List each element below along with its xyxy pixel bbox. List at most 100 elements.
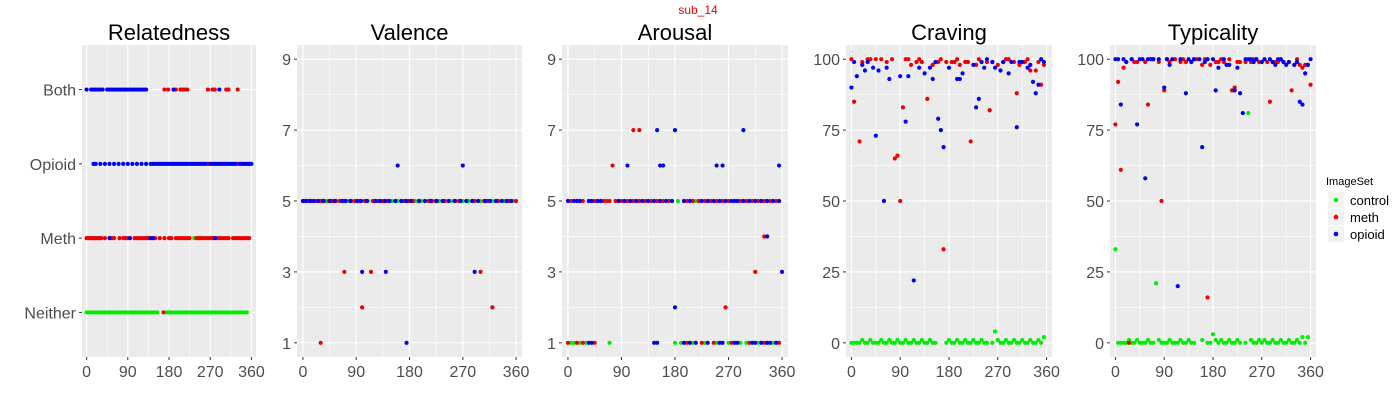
point-opioid (446, 198, 451, 204)
point-meth (580, 340, 585, 345)
point-meth (744, 198, 749, 204)
point-opioid (311, 198, 316, 204)
point-meth (944, 59, 949, 65)
point-meth (1216, 59, 1221, 65)
point-control (963, 337, 968, 343)
point-control (1300, 335, 1305, 340)
point-control (857, 340, 862, 345)
point-opioid (871, 65, 876, 70)
point-opioid (1202, 59, 1207, 65)
point-meth (1121, 65, 1126, 70)
point-control (1238, 340, 1243, 345)
point-opioid (720, 340, 725, 345)
point-opioid (93, 161, 98, 166)
point-control (1156, 337, 1161, 343)
point-opioid (470, 198, 475, 204)
point-control (1286, 337, 1291, 343)
point-meth (643, 198, 648, 204)
point-opioid (84, 87, 89, 92)
point-control (1041, 335, 1046, 340)
x-tick-label: 360 (1033, 364, 1060, 381)
point-control (714, 340, 719, 345)
point-control (1132, 340, 1137, 345)
point-meth (607, 198, 612, 204)
point-opioid (1020, 59, 1025, 65)
point-opioid (1259, 59, 1264, 65)
point-opioid (616, 198, 621, 204)
point-control (1191, 340, 1197, 345)
x-tick-label: 90 (613, 364, 631, 381)
point-opioid (860, 62, 865, 67)
point-meth (592, 198, 597, 204)
y-tick-label: 25 (1086, 265, 1104, 282)
point-opioid (571, 198, 576, 204)
point-control (903, 337, 908, 343)
point-meth (889, 57, 895, 62)
point-opioid (930, 76, 935, 82)
points (84, 87, 254, 315)
point-opioid (1210, 57, 1216, 62)
point-meth (884, 59, 889, 65)
point-meth (592, 340, 597, 345)
point-opioid (1170, 57, 1175, 62)
point-opioid (1273, 62, 1278, 67)
point-opioid (1262, 57, 1267, 62)
point-opioid (681, 340, 687, 345)
point-control (1028, 337, 1033, 343)
x-tick-label: 180 (662, 364, 689, 381)
point-opioid (1033, 91, 1038, 96)
point-opioid (595, 198, 600, 204)
point-opioid (387, 198, 392, 204)
point-meth (117, 236, 122, 241)
panel-title: Craving (911, 20, 987, 45)
point-control (690, 340, 695, 345)
x-tick-label: 270 (449, 364, 476, 381)
point-opioid (976, 96, 981, 101)
point-opioid (1205, 57, 1210, 62)
point-control (933, 340, 938, 345)
point-opioid (171, 87, 176, 92)
point-meth (965, 59, 971, 65)
point-opioid (741, 127, 746, 133)
point-opioid (116, 161, 121, 166)
point-opioid (1286, 59, 1291, 65)
point-opioid (658, 198, 663, 204)
point-opioid (1238, 91, 1243, 96)
point-opioid (735, 340, 740, 345)
point-opioid (476, 198, 481, 204)
point-meth (574, 340, 579, 345)
point-meth (637, 198, 642, 204)
point-opioid (416, 198, 422, 204)
point-meth (995, 62, 1000, 67)
point-meth (610, 163, 615, 168)
point-opioid (1129, 57, 1134, 62)
point-control (1232, 340, 1237, 345)
point-opioid (884, 65, 889, 70)
point-meth (852, 99, 857, 104)
point-opioid (130, 161, 135, 166)
point-meth (649, 198, 654, 204)
point-opioid (1227, 62, 1232, 67)
point-opioid (127, 236, 133, 241)
point-meth (165, 87, 171, 92)
point-meth (699, 340, 704, 345)
y-tick-label: 50 (1086, 194, 1104, 211)
point-opioid (1009, 59, 1014, 65)
point-opioid (102, 161, 107, 166)
point-opioid (139, 161, 144, 166)
point-opioid (1025, 65, 1030, 70)
points (565, 127, 785, 345)
point-opioid (348, 198, 353, 204)
point-meth (1113, 122, 1118, 127)
point-opioid (681, 198, 687, 204)
panel-craving: Craving 0 90 180 270 360 0 25 50 75 100 (813, 20, 1060, 381)
point-meth (917, 57, 922, 62)
point-control (1267, 340, 1273, 345)
point-control (244, 310, 249, 315)
point-opioid (941, 145, 946, 150)
point-meth (849, 57, 854, 62)
point-control (1262, 337, 1267, 343)
point-opioid (873, 133, 878, 138)
point-opioid (723, 198, 728, 204)
panel-title: Arousal (638, 20, 713, 45)
